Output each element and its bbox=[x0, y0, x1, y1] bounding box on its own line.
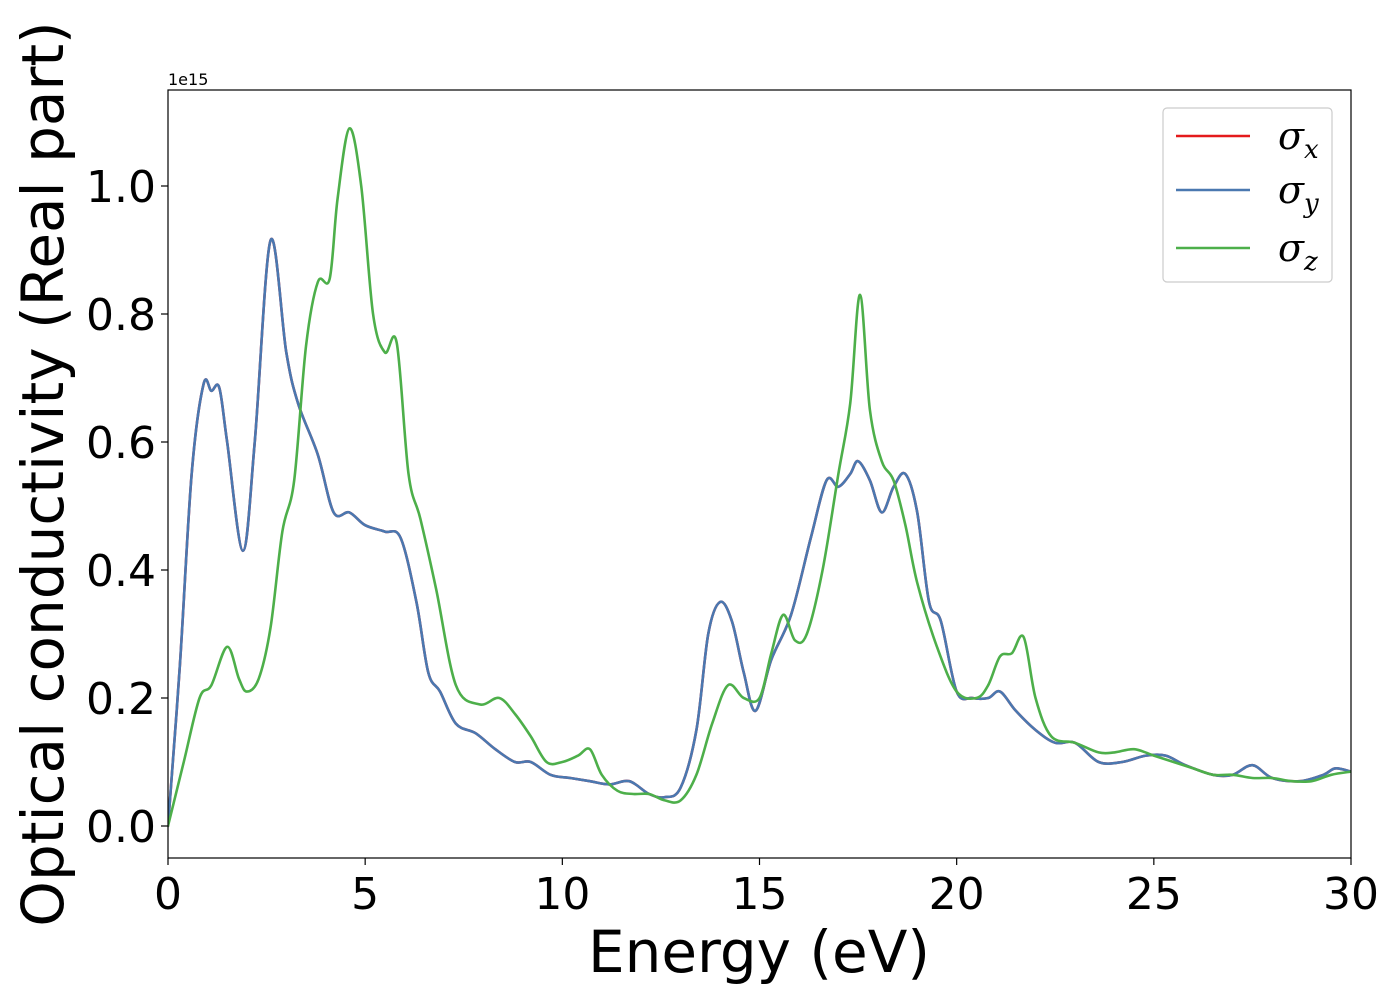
y-tick-label: 0.4 bbox=[86, 546, 156, 597]
y-tick-label: 1.0 bbox=[86, 162, 156, 213]
series-line-y bbox=[168, 237, 1351, 828]
legend-label-z: σz bbox=[1278, 226, 1318, 277]
x-axis: 0 5 10 15 20 25 30 bbox=[154, 858, 1379, 920]
series-layer bbox=[168, 127, 1351, 828]
y-axis: 0.0 0.2 0.4 0.6 0.8 1.0 bbox=[86, 162, 168, 853]
x-tick-label: 15 bbox=[732, 869, 788, 920]
legend-label-y: σy bbox=[1278, 168, 1319, 219]
x-tick-label: 5 bbox=[351, 869, 379, 920]
y-tick-label: 0.0 bbox=[86, 802, 156, 853]
y-axis-label: Optical conductivity (Real part) bbox=[9, 21, 77, 926]
y-tick-label: 0.6 bbox=[86, 418, 156, 469]
x-tick-label: 20 bbox=[929, 869, 985, 920]
series-line-x bbox=[168, 237, 1351, 828]
y-tick-label: 0.2 bbox=[86, 674, 156, 725]
y-tick-label: 0.8 bbox=[86, 290, 156, 341]
x-axis-label: Energy (eV) bbox=[588, 918, 930, 986]
x-tick-label: 25 bbox=[1126, 869, 1182, 920]
legend-label-x: σx bbox=[1278, 114, 1319, 165]
x-tick-label: 0 bbox=[154, 869, 182, 920]
x-tick-label: 10 bbox=[534, 869, 590, 920]
series-line-z bbox=[168, 127, 1351, 828]
y-offset-text: 1e15 bbox=[168, 70, 208, 89]
x-tick-label: 30 bbox=[1323, 869, 1379, 920]
legend-frame bbox=[1162, 107, 1333, 283]
